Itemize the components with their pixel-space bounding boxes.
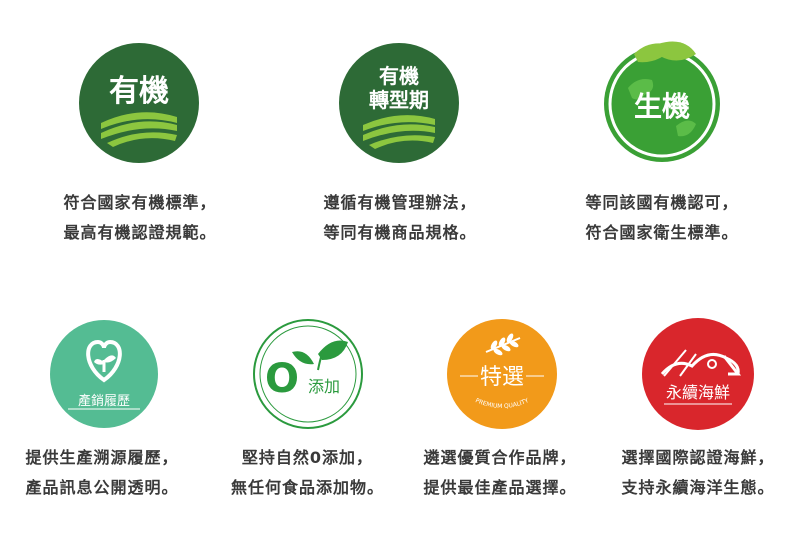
- heart-sprout-icon: [86, 339, 122, 383]
- wheat-icon: [485, 333, 521, 356]
- zero-desc-line1: 堅持自然0添加，: [241, 448, 374, 467]
- transition-badge: 有機 轉型期: [339, 43, 459, 163]
- field-icon: [101, 112, 177, 147]
- select-desc-line1: 遴選優質合作品牌，: [423, 448, 577, 467]
- trace-desc-line1: 提供生產溯源履歷，: [25, 448, 179, 467]
- organic-desc-line2: 最高有機認證規範。: [63, 223, 217, 242]
- zero-description: 堅持自然0添加， 無任何食品添加物。: [210, 443, 405, 503]
- zero-desc-line2: 無任何食品添加物。: [230, 478, 384, 497]
- globe-leaf-icon: [628, 41, 696, 137]
- select-badge-text: 特選: [480, 365, 524, 390]
- leaf-icon: [292, 340, 348, 371]
- trace-badge: 產銷履歷: [50, 320, 158, 428]
- bio-badge-text: 生機: [634, 90, 690, 123]
- transition-badge-line1: 有機: [379, 64, 419, 88]
- bio-desc-line2: 符合國家衛生標準。: [585, 223, 739, 242]
- zero-badge-text: 添加: [308, 377, 340, 396]
- bio-badge: 生機: [598, 36, 726, 164]
- seafood-badge: 永續海鮮: [642, 318, 754, 430]
- transition-description: 遵循有機管理辦法， 等同有機商品規格。: [285, 188, 515, 248]
- organic-badge: 有機: [79, 43, 199, 163]
- trace-description: 提供生產溯源履歷， 產品訊息公開透明。: [2, 443, 202, 503]
- seafood-description: 選擇國際認證海鮮， 支持永續海洋生態。: [598, 443, 798, 503]
- seafood-desc-line2: 支持永續海洋生態。: [621, 478, 775, 497]
- bio-desc-line1: 等同該國有機認可，: [585, 193, 739, 212]
- select-description: 遴選優質合作品牌， 提供最佳產品選擇。: [400, 443, 600, 503]
- transition-badge-line2: 轉型期: [369, 88, 429, 112]
- transition-desc-line1: 遵循有機管理辦法，: [323, 193, 477, 212]
- transition-desc-line2: 等同有機商品規格。: [323, 223, 477, 242]
- select-badge: 特選 PREMIUM QUALITY: [446, 318, 558, 430]
- organic-desc-line1: 符合國家有機標準，: [63, 193, 217, 212]
- organic-badge-text: 有機: [109, 74, 169, 109]
- organic-description: 符合國家有機標準， 最高有機認證規範。: [25, 188, 255, 248]
- zero-additive-badge: O 添加: [252, 318, 364, 430]
- bio-description: 等同該國有機認可， 符合國家衛生標準。: [547, 188, 777, 248]
- fish-icon: [660, 349, 742, 377]
- trace-desc-line2: 產品訊息公開透明。: [25, 478, 179, 497]
- zero-digit: O: [265, 356, 299, 402]
- seafood-desc-line1: 選擇國際認證海鮮，: [621, 448, 775, 467]
- select-desc-line2: 提供最佳產品選擇。: [423, 478, 577, 497]
- trace-badge-text: 產銷履歷: [78, 393, 130, 409]
- seafood-badge-text: 永續海鮮: [666, 383, 730, 402]
- field-icon: [363, 115, 435, 149]
